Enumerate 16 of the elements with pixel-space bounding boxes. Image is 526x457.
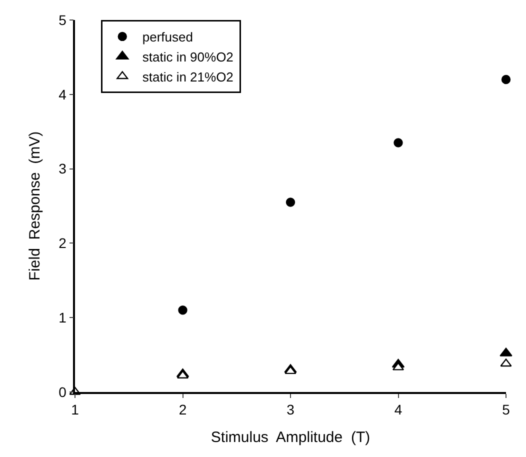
x-tick-label: 1 bbox=[71, 402, 80, 418]
y-tick-label: 3 bbox=[58, 160, 67, 177]
legend-label: static in 90%O2 bbox=[142, 49, 234, 64]
x-tick-label: 5 bbox=[502, 402, 510, 418]
legend-label: perfused bbox=[142, 30, 193, 45]
x-tick-label: 2 bbox=[178, 402, 187, 418]
y-tick-label: 4 bbox=[58, 86, 67, 102]
y-tick-label: 1 bbox=[58, 310, 67, 326]
x-axis-title: Stimulus Amplitude (T) bbox=[210, 429, 370, 446]
x-tick-label: 3 bbox=[286, 402, 295, 418]
y-tick-label: 0 bbox=[58, 384, 67, 400]
legend-label: static in 21%O2 bbox=[142, 69, 234, 84]
y-axis-title: Field Response (mV) bbox=[26, 131, 44, 281]
y-tick-label: 5 bbox=[58, 12, 67, 28]
y-tick-label: 2 bbox=[58, 235, 67, 252]
x-tick-label: 4 bbox=[394, 402, 402, 418]
